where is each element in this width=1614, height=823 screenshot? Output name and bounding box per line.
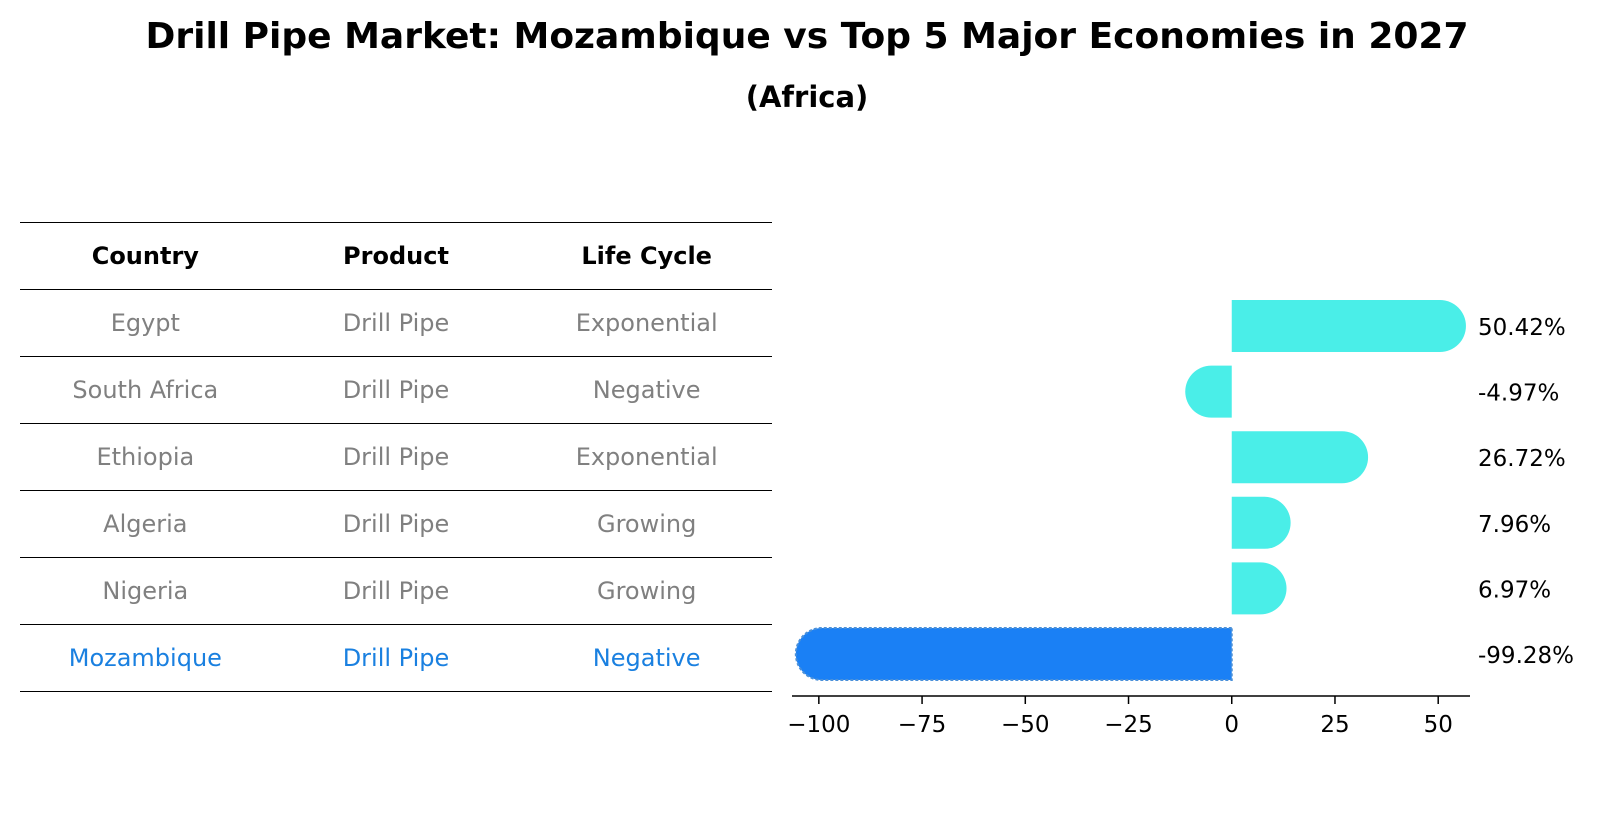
cell-product: Drill Pipe bbox=[270, 490, 522, 558]
cell-country: Ethiopia bbox=[20, 423, 271, 491]
x-tick-label: 0 bbox=[1224, 712, 1239, 738]
cell-country: Nigeria bbox=[20, 557, 271, 625]
table-row: Egypt Drill Pipe Exponential bbox=[20, 289, 772, 357]
chart-subtitle: (Africa) bbox=[745, 80, 869, 114]
header-product: Product bbox=[270, 222, 522, 290]
bar bbox=[1231, 562, 1287, 615]
data-label: -99.28% bbox=[1478, 643, 1574, 669]
bar bbox=[1231, 431, 1369, 484]
x-tick-label: −75 bbox=[898, 712, 947, 738]
life-cycle-table: Country Product Life Cycle Egypt Drill P… bbox=[20, 222, 772, 692]
cell-life-cycle: Negative bbox=[521, 356, 772, 424]
table-row: Ethiopia Drill Pipe Exponential bbox=[20, 423, 772, 491]
header-country: Country bbox=[20, 222, 271, 290]
x-tick-label: −25 bbox=[1104, 712, 1153, 738]
x-tick-label: −100 bbox=[787, 712, 850, 738]
data-label: 7.96% bbox=[1478, 512, 1551, 538]
table-row: Nigeria Drill Pipe Growing bbox=[20, 557, 772, 625]
table-row: Algeria Drill Pipe Growing bbox=[20, 490, 772, 558]
cell-country: Mozambique bbox=[20, 624, 271, 692]
data-label: 6.97% bbox=[1478, 577, 1551, 603]
chart-title: Drill Pipe Market: Mozambique vs Top 5 M… bbox=[145, 16, 1469, 57]
data-label: 26.72% bbox=[1478, 446, 1566, 472]
data-label: -4.97% bbox=[1478, 381, 1559, 407]
cell-product: Drill Pipe bbox=[270, 356, 522, 424]
cell-life-cycle: Negative bbox=[521, 624, 772, 692]
cell-product: Drill Pipe bbox=[270, 423, 522, 491]
header-life-cycle: Life Cycle bbox=[521, 222, 772, 290]
cell-product: Drill Pipe bbox=[270, 289, 522, 357]
cell-life-cycle: Exponential bbox=[521, 423, 772, 491]
table-row-highlight: Mozambique Drill Pipe Negative bbox=[20, 624, 772, 692]
cell-life-cycle: Growing bbox=[521, 557, 772, 625]
cell-life-cycle: Exponential bbox=[521, 289, 772, 357]
bar-highlight bbox=[794, 627, 1233, 681]
cell-country: Egypt bbox=[20, 289, 271, 357]
table-row: South Africa Drill Pipe Negative bbox=[20, 356, 772, 424]
bar bbox=[1231, 300, 1466, 352]
cell-country: Algeria bbox=[20, 490, 271, 558]
x-tick-label: 25 bbox=[1320, 712, 1349, 738]
cell-life-cycle: Growing bbox=[521, 490, 772, 558]
cell-country: South Africa bbox=[20, 356, 271, 424]
x-tick-label: −50 bbox=[1001, 712, 1050, 738]
cell-product: Drill Pipe bbox=[270, 624, 522, 692]
data-label: 50.42% bbox=[1478, 315, 1566, 341]
bar bbox=[1231, 496, 1291, 549]
table-header-row: Country Product Life Cycle bbox=[20, 222, 772, 290]
x-tick-label: 50 bbox=[1424, 712, 1453, 738]
bar bbox=[1185, 365, 1232, 418]
cell-product: Drill Pipe bbox=[270, 557, 522, 625]
